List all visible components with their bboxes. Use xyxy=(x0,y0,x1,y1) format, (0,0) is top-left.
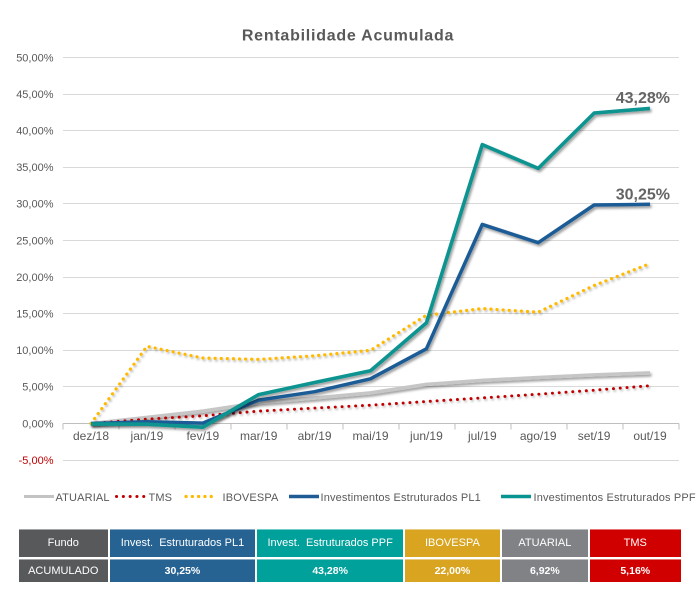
svg-text:25,00%: 25,00% xyxy=(16,235,54,247)
svg-text:jul/19: jul/19 xyxy=(467,429,497,443)
svg-text:45,00%: 45,00% xyxy=(16,89,54,101)
svg-text:-5,00%: -5,00% xyxy=(19,455,54,467)
svg-text:mar/19: mar/19 xyxy=(240,429,278,443)
svg-text:set/19: set/19 xyxy=(578,429,611,443)
svg-text:TMS: TMS xyxy=(149,492,173,504)
svg-text:43,28%: 43,28% xyxy=(616,90,670,107)
svg-text:35,00%: 35,00% xyxy=(16,162,54,174)
svg-text:Rentabilidade Acumulada: Rentabilidade Acumulada xyxy=(242,28,454,45)
svg-text:30,00%: 30,00% xyxy=(16,199,54,211)
svg-text:50,00%: 50,00% xyxy=(16,52,54,64)
svg-text:5,00%: 5,00% xyxy=(22,382,53,394)
svg-text:30,25%: 30,25% xyxy=(616,187,670,204)
svg-text:Investimentos Estruturados PPF: Investimentos Estruturados PPF xyxy=(534,492,696,504)
svg-text:10,00%: 10,00% xyxy=(16,345,54,357)
svg-text:0,00%: 0,00% xyxy=(22,418,53,430)
svg-text:15,00%: 15,00% xyxy=(16,309,54,321)
svg-text:jan/19: jan/19 xyxy=(130,429,164,443)
svg-text:IBOVESPA: IBOVESPA xyxy=(223,492,280,504)
svg-text:40,00%: 40,00% xyxy=(16,126,54,138)
svg-text:abr/19: abr/19 xyxy=(298,429,332,443)
svg-text:20,00%: 20,00% xyxy=(16,272,54,284)
svg-text:dez/18: dez/18 xyxy=(73,429,109,443)
svg-text:out/19: out/19 xyxy=(633,429,667,443)
svg-text:Investimentos Estruturados PL1: Investimentos Estruturados PL1 xyxy=(321,492,481,504)
svg-text:jun/19: jun/19 xyxy=(409,429,443,443)
svg-text:ago/19: ago/19 xyxy=(520,429,557,443)
svg-text:ATUARIAL: ATUARIAL xyxy=(56,492,110,504)
svg-text:fev/19: fev/19 xyxy=(186,429,219,443)
svg-text:mai/19: mai/19 xyxy=(352,429,388,443)
